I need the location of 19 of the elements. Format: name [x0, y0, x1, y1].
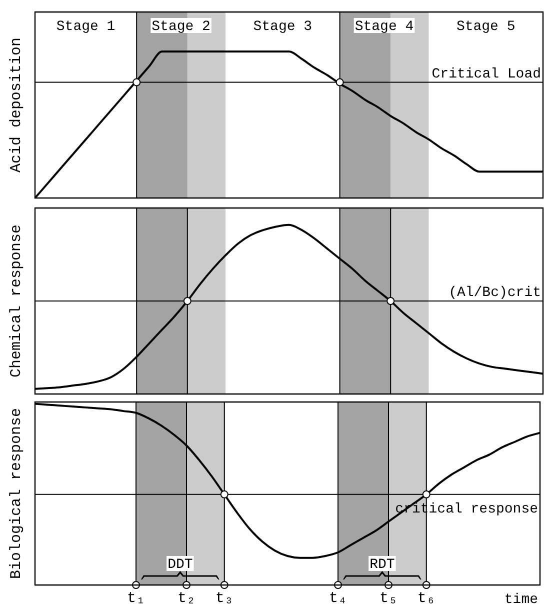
x-tick-label: t₃: [215, 590, 234, 607]
text: Stage 3: [253, 19, 312, 35]
y-axis-title: Chemical response: [8, 224, 25, 378]
text: Stage 4: [354, 19, 414, 35]
x-tick-label: t₅: [379, 590, 398, 607]
y-axis-title: Acid deposition: [8, 37, 25, 173]
x-tick-label: t₁: [126, 590, 146, 607]
annotation: RDT: [370, 557, 395, 573]
x-axis-title: time: [504, 592, 538, 608]
annotation: DDT: [168, 557, 193, 573]
text: Stage 1: [56, 19, 116, 35]
ref-line-label: (Al/Bc)crit: [448, 285, 541, 301]
y-axis-title: Biological response: [8, 408, 25, 580]
x-tick-label: t₂: [177, 590, 196, 607]
x-tick-label: t₆: [417, 590, 436, 607]
ref-line-label: Critical Load: [432, 66, 541, 82]
text: Stage 5: [456, 19, 516, 35]
x-tick-label: t₄: [328, 590, 348, 607]
text: Stage 2: [152, 19, 210, 35]
